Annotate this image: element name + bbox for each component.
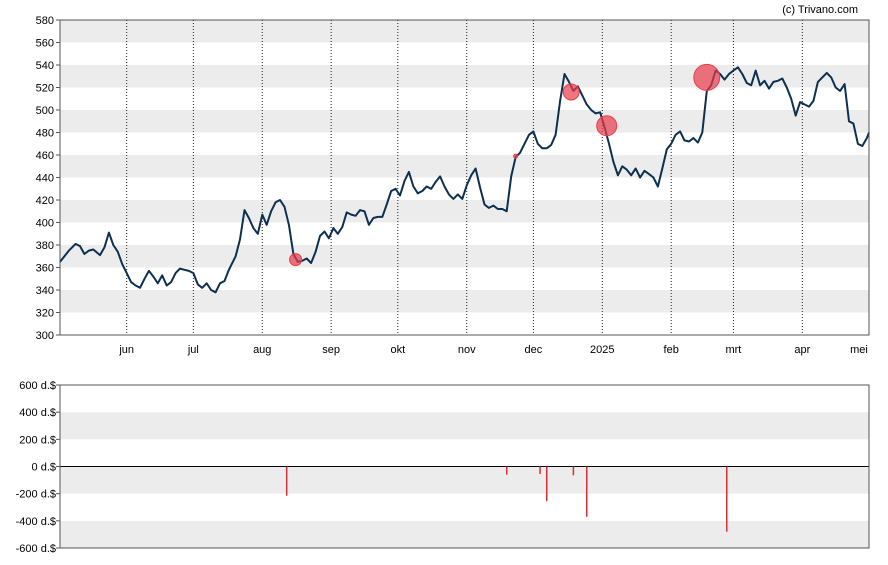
y-tick-label: 420 — [36, 195, 54, 207]
y-tick-label: 340 — [36, 285, 54, 297]
price-y-axis: 300 320 340 360 380 400 420 440 460 480 500 520 540 5… — [36, 15, 60, 342]
x-tick-label: feb — [664, 344, 679, 356]
x-tick-label: dec — [525, 344, 543, 356]
x-tick-label: okt — [390, 344, 405, 356]
y-tick-label: 540 — [36, 60, 54, 72]
price-band — [60, 20, 869, 43]
y-tick-label: 560 — [36, 38, 54, 50]
y-tick-label: 300 — [36, 330, 54, 342]
x-tick-label: mrt — [725, 344, 741, 356]
price-x-axis: jun jul aug sep okt nov dec 2025 feb mrt apr mei — [118, 344, 868, 356]
y-tick-label: 360 — [36, 263, 54, 275]
y-tick-label: 500 — [36, 105, 54, 117]
volume-y-axis: 600 d.$ 400 d.$ 200 d.$ 0 d.$ -200 d.$ -400 d… — [16, 380, 60, 555]
volume-bar — [539, 466, 541, 474]
x-tick-label: sep — [322, 344, 340, 356]
trade-marker — [693, 63, 721, 91]
price-band — [60, 87, 869, 110]
x-tick-label: apr — [794, 344, 810, 356]
x-tick-label: aug — [253, 344, 271, 356]
x-tick-label: nov — [458, 344, 476, 356]
trade-markers — [289, 63, 721, 267]
price-band — [60, 222, 869, 245]
x-tick-label: jun — [118, 344, 134, 356]
price-band — [60, 312, 869, 335]
price-band — [60, 290, 869, 313]
price-panel-background — [60, 20, 869, 335]
y-tick-label: 400 d.$ — [19, 407, 56, 419]
x-tick-label: 2025 — [590, 344, 614, 356]
y-tick-label: -600 d.$ — [16, 543, 56, 555]
price-band — [60, 200, 869, 223]
price-band — [60, 245, 869, 268]
trade-marker — [562, 83, 580, 101]
x-tick-label: jul — [187, 344, 199, 356]
volume-panel-frame — [59, 384, 870, 549]
price-line — [59, 66, 870, 294]
volume-bar — [285, 466, 288, 496]
y-tick-label: 400 — [36, 218, 54, 230]
trade-marker — [289, 253, 303, 267]
copyright-text: (c) Trivano.com — [782, 4, 858, 16]
volume-band — [60, 412, 869, 440]
y-tick-label: 600 d.$ — [19, 380, 56, 392]
volume-band — [60, 520, 869, 548]
price-band — [60, 65, 869, 88]
y-tick-label: 440 — [36, 173, 54, 185]
price-band — [60, 267, 869, 290]
y-tick-label: -400 d.$ — [16, 516, 56, 528]
y-tick-label: 200 d.$ — [19, 434, 56, 446]
trade-marker — [513, 153, 519, 159]
y-tick-label: 0 d.$ — [32, 462, 56, 474]
y-tick-label: 520 — [36, 83, 54, 95]
volume-bar — [545, 466, 548, 502]
volume-bar — [505, 466, 508, 475]
volume-bars — [285, 466, 728, 532]
price-band — [60, 155, 869, 178]
price-band — [60, 177, 869, 200]
volume-panel-background — [60, 385, 869, 548]
trade-marker — [596, 115, 618, 137]
y-tick-label: 320 — [36, 308, 54, 320]
volume-bar — [572, 466, 575, 476]
volume-band — [60, 493, 869, 521]
volume-band — [60, 385, 869, 413]
price-band — [60, 42, 869, 65]
x-tick-label: mei — [850, 344, 868, 356]
volume-band — [60, 439, 869, 467]
y-tick-label: 480 — [36, 128, 54, 140]
volume-bar — [726, 466, 728, 532]
volume-bar — [585, 466, 588, 517]
y-tick-label: 580 — [36, 15, 54, 27]
y-tick-label: -200 d.$ — [16, 489, 56, 501]
volume-band — [60, 466, 869, 494]
price-band — [60, 132, 869, 155]
price-band — [60, 110, 869, 133]
price-panel-frame — [59, 19, 870, 336]
y-tick-label: 380 — [36, 240, 54, 252]
y-tick-label: 460 — [36, 150, 54, 162]
